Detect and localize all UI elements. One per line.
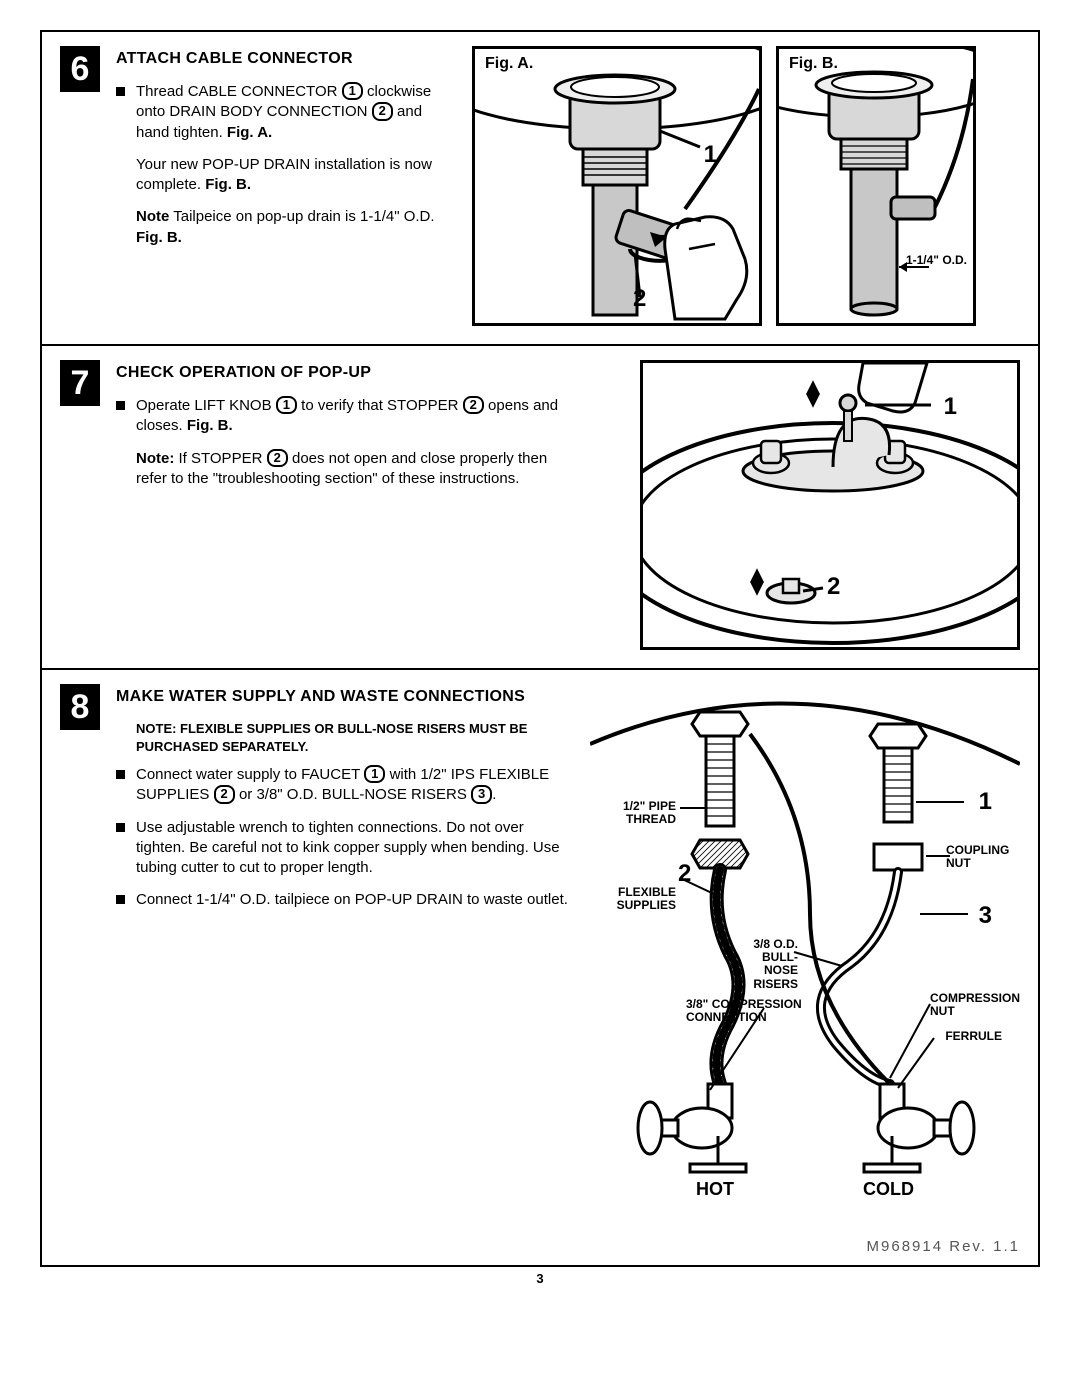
fig6a-label: Fig. A. [485, 55, 533, 73]
fig7-svg [643, 363, 1017, 647]
step6-bullet: Thread CABLE CONNECTOR 1 clockwise onto … [116, 82, 456, 143]
step-number-6: 6 [60, 46, 100, 92]
step7-figures: 1 2 [640, 360, 1020, 650]
step8-bullet2: Use adjustable wrench to tighten connect… [116, 818, 574, 879]
footer: M968914 Rev. 1.1 [42, 1232, 1038, 1265]
step6-text: ATTACH CABLE CONNECTOR Thread CABLE CONN… [116, 46, 456, 326]
step-6: 6 ATTACH CABLE CONNECTOR Thread CABLE CO… [42, 32, 1038, 346]
fig8-n1: 1 [979, 788, 992, 816]
step8-bullet3: Connect 1-1/4" O.D. tailpiece on POP-UP … [116, 890, 574, 910]
step7-text: CHECK OPERATION OF POP-UP Operate LIFT K… [116, 360, 576, 650]
step6-figures: Fig. A. [472, 46, 976, 326]
fig8-n2: 2 [678, 860, 691, 888]
lbl-ferrule: FERRULE [945, 1030, 1002, 1043]
fig8-n3: 3 [979, 902, 992, 930]
page-border: 6 ATTACH CABLE CONNECTOR Thread CABLE CO… [40, 30, 1040, 1267]
fig-7: 1 2 [640, 360, 1020, 650]
fig-8: 1/2" PIPE THREAD 2 FLEXIBLE SUPPLIES 3/8… [590, 684, 1020, 1214]
lbl-compconn: 3/8" COMPRESSION CONNECTION [686, 998, 816, 1024]
fig6a-n2: 2 [633, 285, 646, 313]
fig6b-label: Fig. B. [789, 55, 838, 73]
lbl-hot: HOT [696, 1179, 734, 1200]
step7-title: CHECK OPERATION OF POP-UP [116, 364, 576, 382]
lbl-cold: COLD [863, 1179, 914, 1200]
doc-id: M968914 Rev. 1.1 [867, 1238, 1020, 1255]
fig6a-svg [475, 49, 759, 323]
step-number-7: 7 [60, 360, 100, 406]
lbl-coupling: COUPLING NUT [946, 844, 1018, 870]
step8-subnote: NOTE: FLEXIBLE SUPPLIES OR BULL-NOSE RIS… [116, 720, 574, 755]
fig6b-od: 1-1/4" O.D. [906, 254, 967, 267]
step7-bullet: Operate LIFT KNOB 1 to verify that STOPP… [116, 396, 576, 437]
lbl-pipe-thread: 1/2" PIPE THREAD [602, 800, 676, 826]
fig7-n1: 1 [944, 393, 957, 421]
fig7-n2: 2 [827, 573, 840, 601]
lbl-compnut: COMPRESSION NUT [930, 992, 1020, 1018]
step6-para1: Your new POP-UP DRAIN installation is no… [116, 155, 456, 196]
step-number-8: 8 [60, 684, 100, 730]
step8-figures: 1/2" PIPE THREAD 2 FLEXIBLE SUPPLIES 3/8… [590, 684, 1020, 1214]
step-8: 8 MAKE WATER SUPPLY AND WASTE CONNECTION… [42, 670, 1038, 1232]
step8-bullet1: Connect water supply to FAUCET 1 with 1/… [116, 765, 574, 806]
step6-para2: Note Tailpeice on pop-up drain is 1-1/4"… [116, 207, 456, 248]
step8-title: MAKE WATER SUPPLY AND WASTE CONNECTIONS [116, 688, 574, 706]
step-7: 7 CHECK OPERATION OF POP-UP Operate LIFT… [42, 346, 1038, 670]
lbl-bullnose: 3/8 O.D. BULL-NOSE RISERS [730, 938, 798, 991]
lbl-flex: FLEXIBLE SUPPLIES [600, 886, 676, 912]
fig-6b: Fig. B. [776, 46, 976, 326]
fig8-svg [590, 684, 1020, 1214]
fig-6a: Fig. A. [472, 46, 762, 326]
page-number: 3 [40, 1271, 1040, 1286]
step6-title: ATTACH CABLE CONNECTOR [116, 50, 456, 68]
step7-para: Note: If STOPPER 2 does not open and clo… [116, 449, 576, 490]
step8-text: MAKE WATER SUPPLY AND WASTE CONNECTIONS … [116, 684, 574, 1214]
fig6a-n1: 1 [704, 141, 717, 169]
fig6b-svg [779, 49, 973, 323]
